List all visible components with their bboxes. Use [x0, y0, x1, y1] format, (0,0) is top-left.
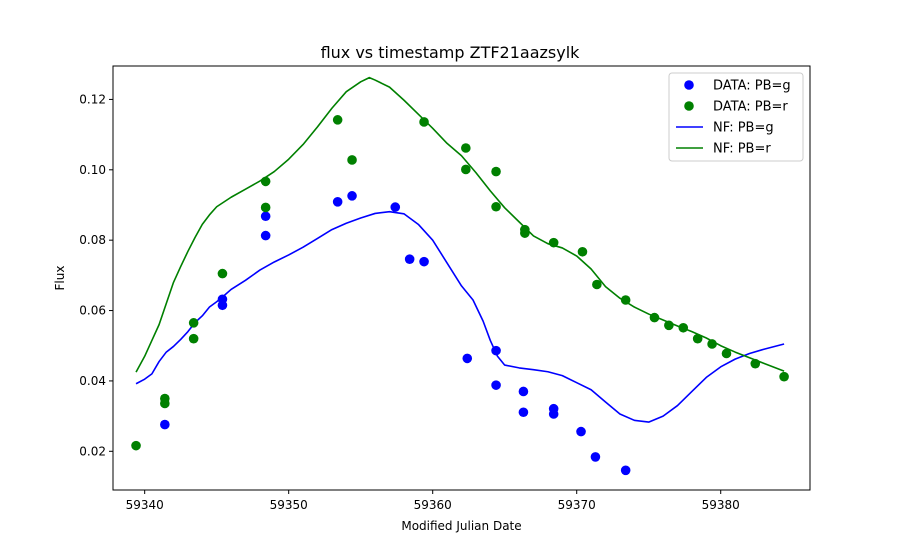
x-tick-label: 59340: [126, 498, 164, 512]
data-point-g: [390, 202, 401, 212]
line-series-nf-g: [135, 210, 785, 423]
data-point-g: [404, 254, 415, 264]
y-axis-label: Flux: [53, 266, 67, 291]
data-point-r: [491, 201, 501, 212]
data-point-r: [217, 268, 228, 279]
legend-item: DATA: PB=r: [684, 100, 788, 115]
data-point-g: [217, 300, 228, 311]
legend-box: [668, 72, 804, 162]
data-point-g: [260, 211, 271, 222]
data-point-r: [419, 117, 429, 127]
data-point-g: [518, 386, 529, 397]
data-point-g: [491, 380, 501, 390]
data-point-g: [462, 353, 473, 364]
data-point-r: [707, 339, 717, 349]
axis-ticks: 59340 59350 59360 59370 59380 0.02 0.04 0.06 0.0…: [79, 92, 740, 512]
data-point-r: [577, 246, 588, 257]
data-point-r: [520, 228, 530, 238]
y-tick-label: 0.02: [79, 444, 106, 458]
legend-marker: [684, 80, 694, 90]
data-point-g: [590, 452, 601, 462]
x-axis-label: Modified Julian Date: [401, 519, 521, 533]
legend-item: DATA: PB=g: [684, 79, 791, 94]
data-point-r: [188, 333, 199, 344]
data-point-r: [131, 440, 141, 451]
data-point-g: [332, 197, 343, 207]
data-point-r: [620, 295, 631, 305]
y-tick-label: 0.10: [79, 163, 106, 177]
data-point-g: [347, 191, 357, 201]
y-tick-label: 0.08: [79, 233, 106, 247]
data-point-g: [491, 345, 501, 356]
data-point-r: [347, 155, 357, 165]
chart-title: flux vs timestamp ZTF21aazsylk: [321, 43, 581, 62]
data-point-r: [664, 320, 674, 331]
legend: DATA: PB=g DATA: PB=r NF: PB=g NF: PB=r: [668, 72, 804, 162]
data-point-r: [188, 318, 199, 328]
y-tick-label: 0.12: [79, 92, 106, 106]
data-point-g: [548, 409, 559, 419]
legend-label: DATA: PB=g: [713, 79, 791, 94]
legend-label: NF: PB=g: [713, 121, 774, 136]
data-point-r: [678, 322, 689, 333]
data-point-r: [160, 398, 170, 409]
data-point-r: [260, 202, 271, 213]
legend-label: NF: PB=r: [713, 142, 771, 157]
data-point-r: [721, 348, 732, 359]
data-point-g: [419, 256, 429, 267]
plot-content: [131, 76, 789, 476]
legend-item: NF: PB=g: [676, 121, 774, 136]
data-point-r: [779, 371, 789, 382]
data-point-r: [750, 358, 761, 369]
data-point-r: [461, 143, 471, 153]
legend-item: NF: PB=r: [676, 142, 771, 157]
data-point-r: [592, 279, 602, 290]
y-tick-label: 0.06: [79, 304, 106, 318]
x-tick-label: 59350: [270, 498, 308, 512]
data-point-g: [620, 465, 631, 476]
x-tick-label: 59370: [558, 498, 596, 512]
y-tick-label: 0.04: [79, 374, 106, 388]
data-point-r: [332, 115, 343, 125]
data-point-r: [461, 164, 471, 175]
plot-area: [131, 76, 789, 476]
data-point-r: [491, 166, 501, 177]
data-point-r: [649, 312, 660, 323]
x-tick-label: 59360: [414, 498, 452, 512]
data-point-g: [576, 426, 586, 437]
data-point-r: [260, 176, 271, 187]
data-point-g: [160, 419, 170, 430]
data-point-g: [260, 230, 271, 241]
legend-label: DATA: PB=r: [713, 100, 788, 115]
data-point-g: [518, 407, 529, 418]
legend-marker: [684, 101, 694, 111]
axes-frame: [112, 65, 811, 491]
data-point-r: [548, 237, 559, 248]
data-point-r: [692, 333, 703, 344]
x-tick-label: 59380: [702, 498, 740, 512]
